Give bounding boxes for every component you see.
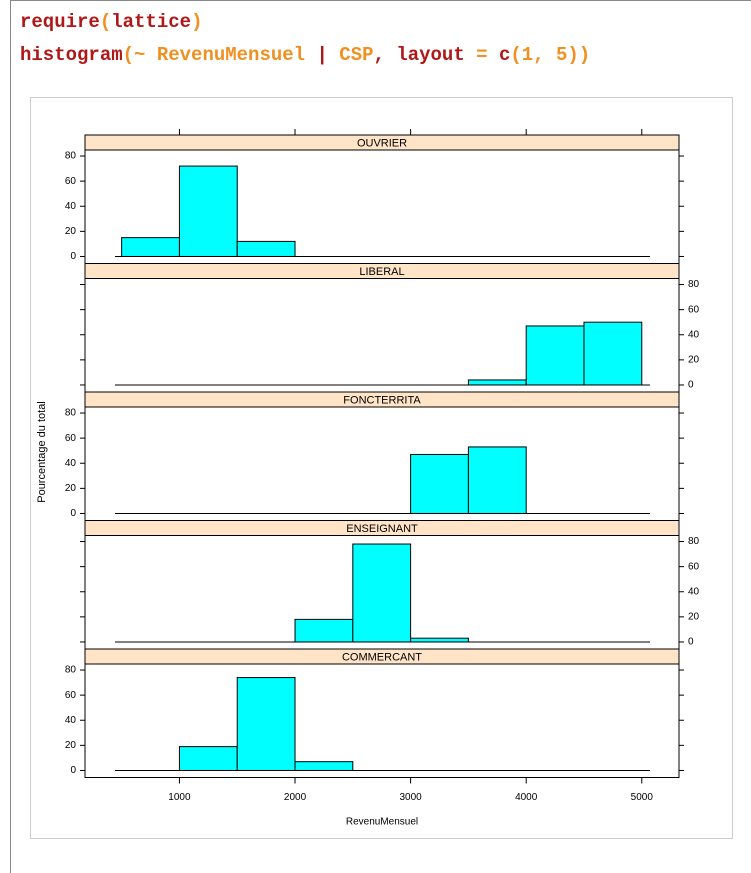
x-tick-label: 4000 (515, 792, 538, 803)
bar (294, 618, 354, 643)
code-token: (1, 5)) (510, 44, 591, 66)
bar (121, 237, 180, 257)
x-tick-label: 3000 (399, 792, 422, 803)
y-tick-label: 40 (688, 586, 700, 597)
y-tick-label: 0 (688, 637, 694, 648)
strip-label: ENSEIGNANT (346, 523, 418, 535)
code-line: require(lattice) (20, 6, 590, 39)
code-token: (~ (122, 44, 157, 66)
bar (410, 453, 469, 514)
code-line: histogram(~ RevenuMensuel | CSP, layout … (20, 39, 590, 72)
x-tick-label: 1000 (168, 792, 191, 803)
y-tick-label: 0 (688, 380, 694, 391)
x-tick-label: 2000 (284, 792, 307, 803)
y-tick-label: 40 (65, 715, 77, 726)
bar (178, 746, 238, 771)
y-tick-label: 60 (688, 304, 700, 315)
code-token: = (464, 44, 499, 66)
x-tick-label: 5000 (631, 792, 654, 803)
code-token: RevenuMensuel (156, 44, 306, 66)
strip-label: LIBERAL (359, 266, 404, 278)
code-token: CSP (339, 44, 374, 66)
bar (583, 321, 643, 386)
bar (178, 165, 238, 257)
y-tick-label: 0 (70, 508, 76, 519)
strip-label: COMMERCANT (342, 651, 422, 663)
y-tick-label: 80 (65, 408, 77, 419)
y-tick-label: 80 (688, 536, 700, 547)
strip-label: OUVRIER (357, 137, 407, 149)
bar (467, 379, 527, 386)
code-token: require (20, 11, 100, 33)
panel (84, 663, 680, 778)
y-tick-label: 20 (688, 611, 700, 622)
y-tick-label: 40 (65, 458, 77, 469)
y-tick-label: 80 (65, 665, 77, 676)
y-tick-label: 40 (65, 201, 77, 212)
x-axis-label: RevenuMensuel (346, 817, 418, 828)
code-token: c (498, 44, 511, 66)
y-tick-label: 60 (65, 433, 77, 444)
y-tick-label: 40 (688, 329, 700, 340)
y-tick-label: 0 (70, 765, 76, 776)
bar (236, 677, 296, 771)
bar (236, 240, 296, 257)
y-tick-label: 20 (65, 226, 77, 237)
bar (467, 446, 527, 514)
bar (294, 761, 354, 771)
y-tick-label: 20 (65, 483, 77, 494)
strip-label: FONCTERRITA (343, 394, 421, 406)
bar (352, 543, 412, 643)
code-token: ) (191, 11, 203, 33)
bar (525, 325, 585, 386)
y-tick-label: 0 (70, 251, 76, 262)
bar (410, 637, 469, 643)
y-axis-label: Pourcentage du total (36, 401, 48, 503)
panel (84, 406, 680, 521)
y-tick-label: 80 (65, 151, 77, 162)
y-tick-label: 60 (65, 690, 77, 701)
y-tick-label: 80 (688, 279, 700, 290)
code-token: | (305, 44, 340, 66)
code-token: lattice (111, 11, 192, 33)
y-tick-label: 60 (65, 176, 77, 187)
code-token: ( (99, 11, 112, 33)
y-tick-label: 20 (688, 354, 700, 365)
y-tick-label: 20 (65, 740, 77, 751)
code-token: , (373, 44, 397, 66)
code-block: require(lattice) histogram(~ RevenuMensue… (20, 6, 590, 72)
plot-frame (30, 97, 733, 839)
y-tick-label: 60 (688, 561, 700, 572)
code-token: layout (396, 44, 465, 66)
code-token: histogram (20, 44, 123, 66)
